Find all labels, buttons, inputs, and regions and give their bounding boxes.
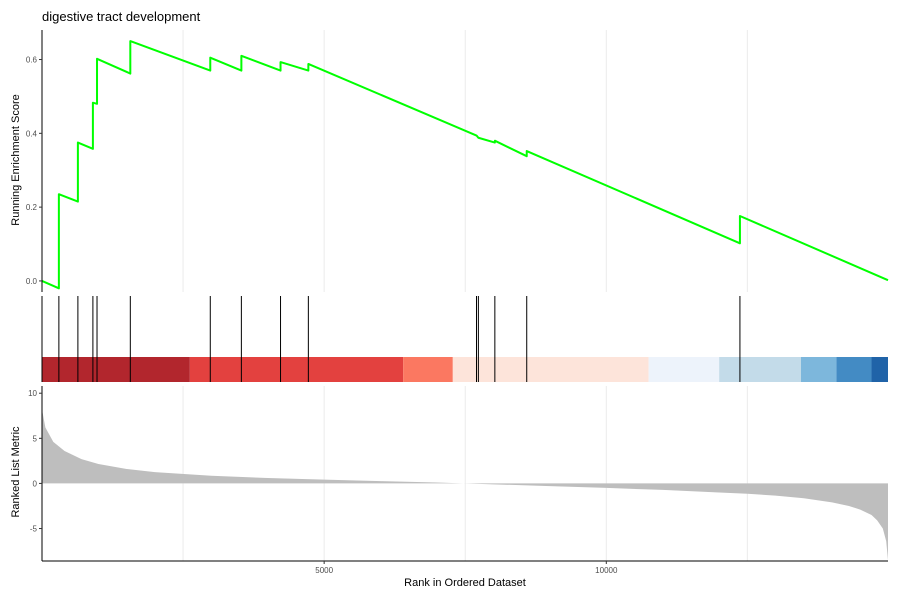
es-y-tick-label: 0.2 [26,203,38,212]
tick-labels: 0.0 0.2 0.4 0.6 -5 0 5 10 5000 10000 [26,56,618,575]
rank-color-band [800,357,837,382]
running-es-line [41,40,889,290]
axes [41,30,888,562]
es-y-tick-label: 0.6 [26,56,38,65]
metric-y-tick-label: -5 [30,525,38,534]
chart-title: digestive tract development [42,9,201,24]
x-tick-label: 10000 [595,566,618,575]
metric-y-tick-label: 0 [33,479,38,488]
ranked-metric-plot [42,409,888,561]
gene-hit-marks [58,296,741,382]
es-y-tick-label: 0.4 [26,129,38,138]
rank-color-band [189,357,404,382]
rank-color-band [871,357,888,382]
es-y-axis-title: Running Enrichment Score [10,94,22,225]
metric-y-axis-title: Ranked List Metric [10,426,22,518]
metric-y-tick-label: 5 [33,434,38,443]
rank-color-band [452,357,649,382]
rank-color-band [403,357,453,382]
grid-lines [182,30,748,561]
rank-color-band [648,357,720,382]
es-y-tick-label: 0.0 [26,277,38,286]
rank-color-band [719,357,801,382]
ranked-metric-area [42,409,888,561]
running-es-plot [41,40,889,290]
rank-color-bar [42,357,888,382]
metric-y-tick-label: 10 [28,389,37,398]
rank-color-band [42,357,190,382]
x-axis-title: Rank in Ordered Dataset [404,577,526,589]
rank-color-band [836,357,872,382]
x-tick-label: 5000 [315,566,333,575]
